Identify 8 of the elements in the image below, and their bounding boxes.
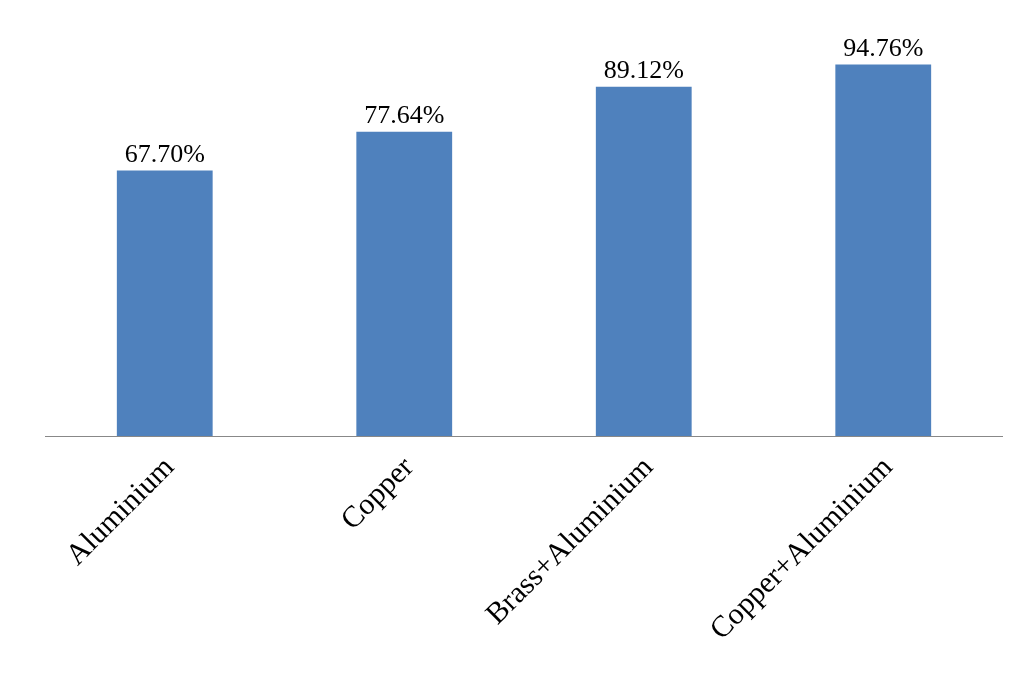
bar	[356, 131, 453, 436]
bar	[835, 64, 932, 436]
data-label: 94.76%	[843, 32, 924, 62]
bar	[595, 86, 692, 436]
data-label: 67.70%	[124, 138, 205, 168]
data-label: 77.64%	[364, 99, 445, 129]
data-label: 89.12%	[603, 54, 684, 84]
bar	[116, 170, 213, 436]
